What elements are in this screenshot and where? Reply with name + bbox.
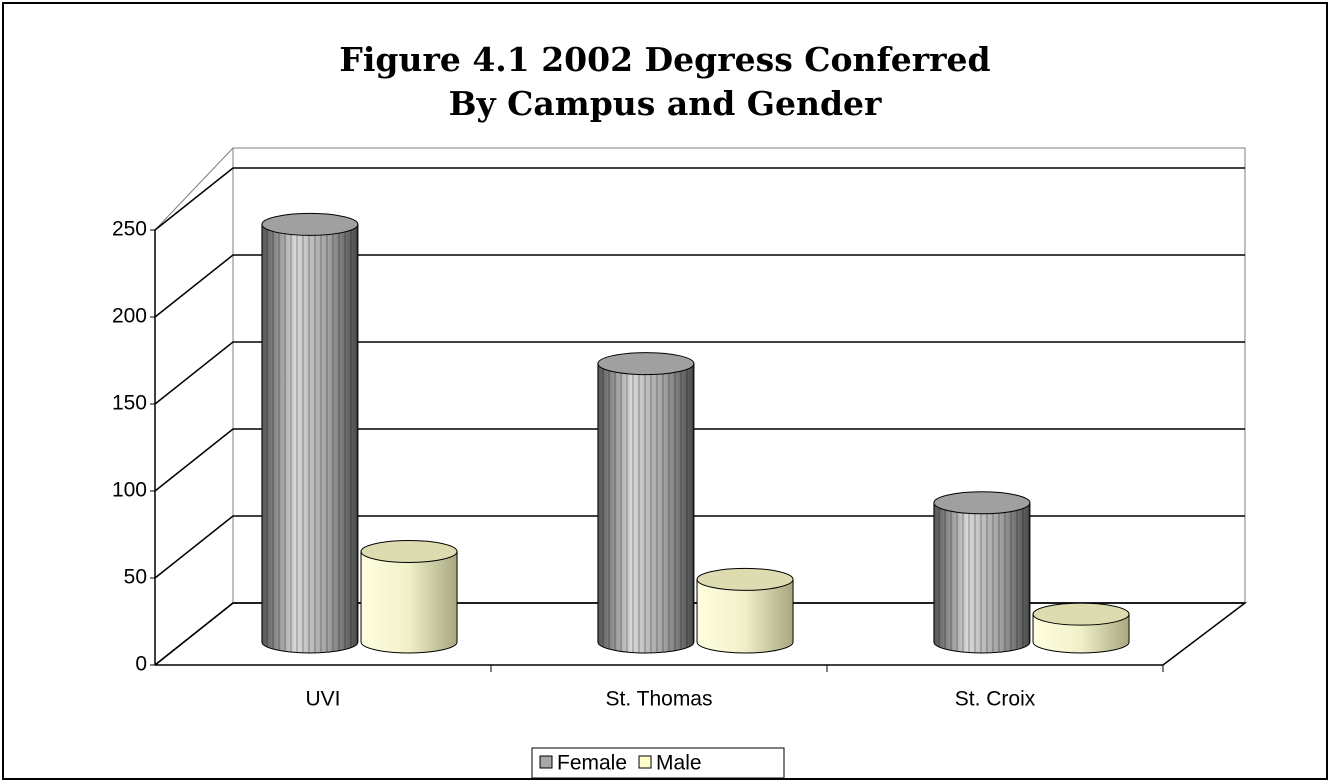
legend: Female Male <box>531 747 785 779</box>
grid-line <box>154 167 1245 231</box>
bar-top <box>597 352 695 376</box>
grid-line <box>154 602 1245 666</box>
grid-line <box>154 254 1245 318</box>
back-wall <box>232 147 1246 604</box>
x-tick-label: St. Thomas <box>606 688 713 711</box>
bar-top <box>696 567 794 591</box>
y-tick-label: 0 <box>135 653 147 676</box>
bar-stripes <box>261 224 358 654</box>
bar-stripes <box>597 363 694 654</box>
grid-line <box>154 515 1245 579</box>
chart-title: Figure 4.1 2002 Degress Conferred <box>339 40 990 79</box>
x-tick-label: St. Croix <box>955 688 1036 711</box>
side-wall-edge <box>154 147 234 231</box>
bar <box>360 540 458 654</box>
y-tick-label: 250 <box>112 218 147 241</box>
bar <box>597 352 695 654</box>
y-tick-label: 50 <box>124 566 147 589</box>
bar-top <box>1032 602 1130 626</box>
bar <box>1032 602 1130 654</box>
bar <box>696 567 794 654</box>
legend-swatch <box>539 755 553 769</box>
bar-top <box>933 491 1031 515</box>
legend-label: Female <box>557 752 627 775</box>
bar-stripes <box>933 502 1030 653</box>
bar-top <box>261 212 359 236</box>
x-tick-label: UVI <box>305 688 340 711</box>
bar-body <box>360 551 458 654</box>
bar-top <box>360 540 458 564</box>
y-tick-label: 200 <box>112 305 147 328</box>
legend-box <box>531 747 785 779</box>
legend-label: Male <box>656 752 702 775</box>
bar <box>261 212 359 654</box>
legend-swatch <box>638 755 652 769</box>
grid-line <box>154 428 1245 492</box>
y-tick-label: 150 <box>112 392 147 415</box>
chart-title: By Campus and Gender <box>449 84 882 123</box>
bar <box>933 491 1031 654</box>
y-tick-label: 100 <box>112 479 147 502</box>
bar-body <box>696 578 794 654</box>
grid-line <box>154 341 1245 405</box>
